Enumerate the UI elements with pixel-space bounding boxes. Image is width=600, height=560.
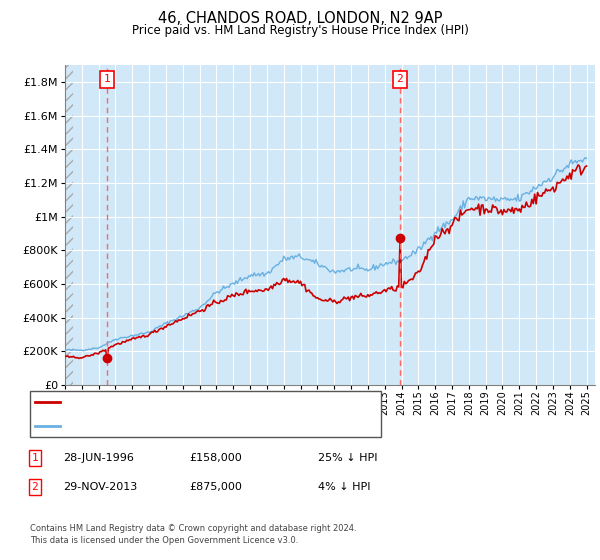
Text: Price paid vs. HM Land Registry's House Price Index (HPI): Price paid vs. HM Land Registry's House … [131,24,469,36]
Text: £158,000: £158,000 [189,453,242,463]
Text: HPI: Average price, detached house, Barnet: HPI: Average price, detached house, Barn… [65,421,293,431]
Text: £875,000: £875,000 [189,482,242,492]
Text: 29-NOV-2013: 29-NOV-2013 [63,482,137,492]
Text: 4% ↓ HPI: 4% ↓ HPI [318,482,371,492]
Text: 1: 1 [31,453,38,463]
Text: 2: 2 [397,74,403,85]
FancyBboxPatch shape [30,391,381,437]
Text: 46, CHANDOS ROAD, LONDON, N2 9AP: 46, CHANDOS ROAD, LONDON, N2 9AP [158,11,442,26]
Text: 2: 2 [31,482,38,492]
Text: 28-JUN-1996: 28-JUN-1996 [63,453,134,463]
Text: 25% ↓ HPI: 25% ↓ HPI [318,453,377,463]
Text: 1: 1 [104,74,110,85]
Bar [65,65,73,385]
Text: 46, CHANDOS ROAD, LONDON, N2 9AP (detached house): 46, CHANDOS ROAD, LONDON, N2 9AP (detach… [65,397,363,407]
Text: Contains HM Land Registry data © Crown copyright and database right 2024.
This d: Contains HM Land Registry data © Crown c… [30,524,356,545]
